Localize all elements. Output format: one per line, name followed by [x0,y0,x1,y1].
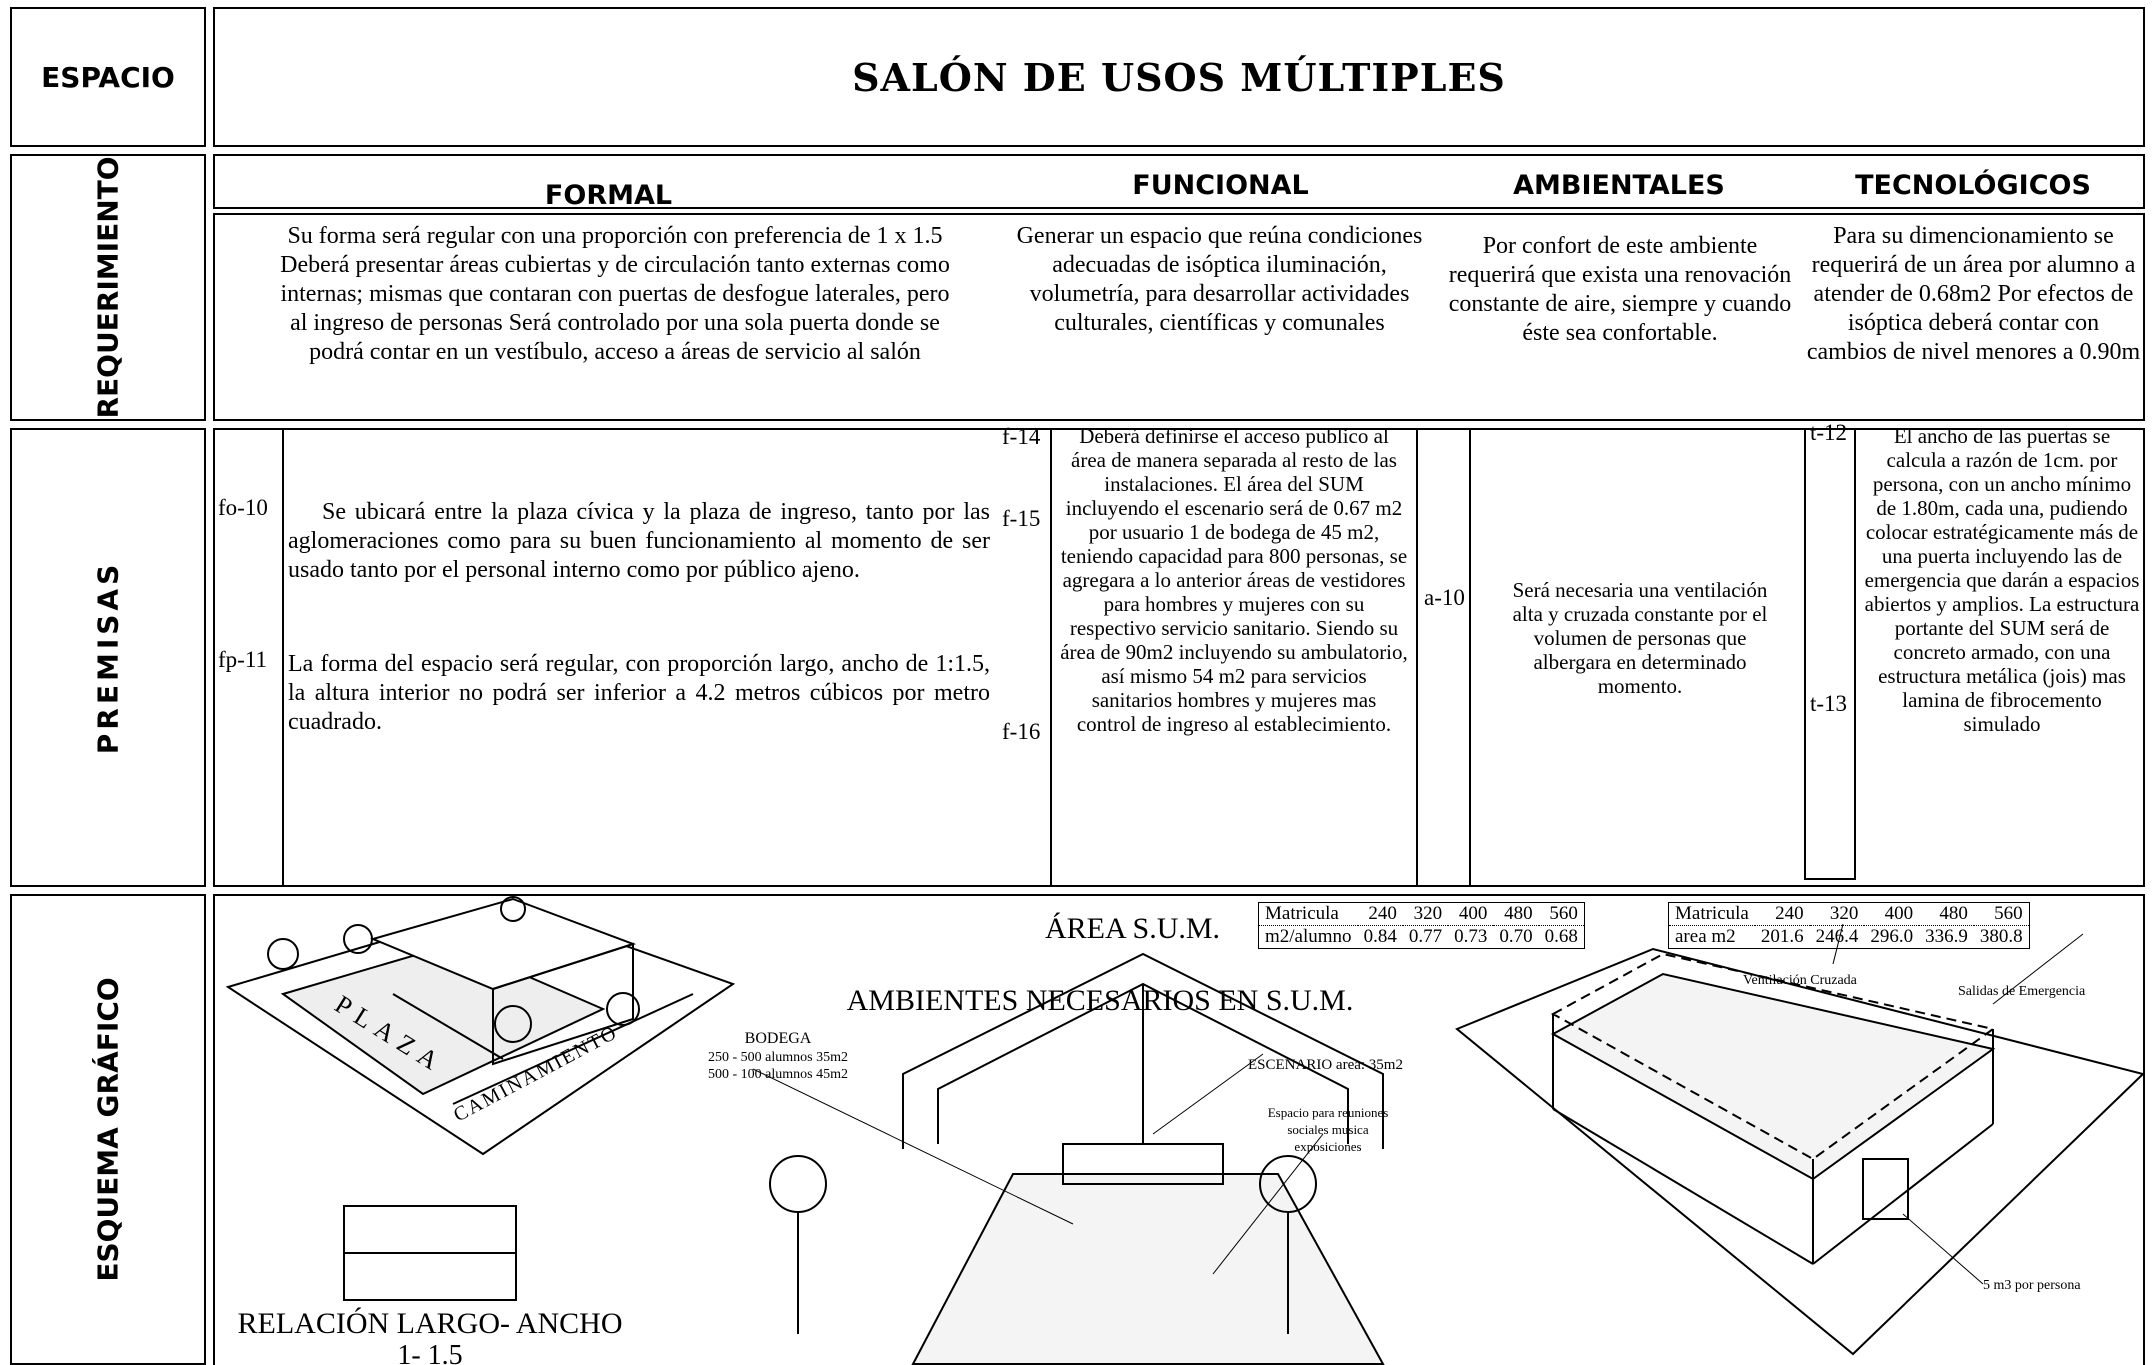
area-title: ÁREA S.U.M. [1045,912,1221,945]
table-cell: 240 [1357,902,1403,926]
proporcion-label: 1- 1.5 [397,1340,462,1365]
prem-text: La forma del espacio será regular, con p… [288,651,990,735]
esq-area [213,894,2145,1365]
prem-label: PREMISAS [91,560,125,755]
table-cell: area m2 [1668,925,1755,949]
relacion-label: RELACIÓN LARGO- ANCHO [238,1307,623,1340]
reuniones-box: Espacio para reuniones sociales musica e… [1267,1105,1389,1154]
table-row: m2/alumno 0.84 0.77 0.73 0.70 0.68 [1258,925,1585,949]
table-cell: 480 [1919,902,1974,926]
table-cell: 320 [1402,902,1449,926]
code: fp-11 [218,647,267,672]
bodega-detail: 250 - 500 alumnos 35m2 [708,1050,848,1065]
col-line [1416,428,1471,887]
req-header-row [213,154,2145,209]
table-area: Matricula 240 320 400 480 560 area m2 201.6 246.… [1668,902,2030,949]
table-cell: 320 [1809,902,1865,926]
code: a-10 [1424,585,1465,610]
reuniones-label: Espacio para reuniones sociales musica e… [1267,1105,1389,1154]
table-cell: 560 [1538,902,1585,926]
bodega-detail: 500 - 100 alumnos 45m2 [708,1067,848,1082]
prem-row [213,428,2145,887]
table-cell: 246.4 [1809,925,1865,949]
espacio-cell: ESPACIO [10,7,206,147]
salidas-label: Salidas de Emergencia [1958,984,2086,999]
table-cell: Matricula [1258,902,1358,926]
req-header: TECNOLÓGICOS [1855,170,2091,201]
req-cell: REQUERIMIENTO [10,154,206,421]
table-cell: 380.8 [1973,925,2030,949]
table-m2-alumno: Matricula 240 320 400 480 560 m2/alumno 0.84 0.7… [1258,902,1585,949]
code: f-16 [1002,719,1041,744]
table-cell: 296.0 [1864,925,1920,949]
table-cell: 0.73 [1448,925,1494,949]
table-row: Matricula 240 320 400 480 560 [1668,902,2030,926]
ventilacion-label: Ventilación Cruzada [1743,973,1858,988]
title: SALÓN DE USOS MÚLTIPLES [852,54,1506,100]
prem-text: Deberá definirse el acceso publico al ár… [1060,424,1408,736]
prem-text: Se ubicará entre la plaza cívica y la pl… [288,498,990,585]
col-line [997,428,1052,887]
col-line [1804,428,1856,880]
req-header: AMBIENTALES [1513,170,1725,201]
req-header: FORMAL [544,180,673,211]
esq-cell: ESQUEMA GRÁFICO [10,894,206,1365]
req-text: Generar un espacio que reúna condiciones… [1016,223,1423,336]
table-cell: 201.6 [1754,925,1810,949]
code: t-12 [1810,420,1848,445]
table-cell: 400 [1864,902,1920,926]
table-cell: 240 [1754,902,1810,926]
table-cell: Matricula [1668,902,1755,926]
sketches: PLAZA CAMINAMIENTO RELACIÓN LARGO- ANCHO… [225,896,2145,1365]
esq-label: ESQUEMA GRÁFICO [91,977,125,1282]
code: f-15 [1002,506,1041,531]
table-cell: 0.70 [1493,925,1539,949]
prem-text-span: Se ubicará entre la plaza cívica y la pl… [288,499,990,583]
prem-text: El ancho de las puertas se calcula a raz… [1864,424,2140,736]
ambientes-title: AMBIENTES NECESARIOS EN S.U.M. [847,984,1354,1017]
title-cell: SALÓN DE USOS MÚLTIPLES [213,7,2145,147]
prem-cell: PREMISAS [10,428,206,887]
code: fo-10 [218,495,268,520]
volumen-label: 5 m3 por persona [1983,1278,2081,1293]
table-cell: 0.68 [1538,925,1585,949]
table-cell: 336.9 [1919,925,1974,949]
espacio-label: ESPACIO [41,60,175,94]
req-label: REQUERIMIENTO [91,156,125,419]
table-row: area m2 201.6 246.4 296.0 336.9 380.8 [1668,925,2030,949]
table-cell: 480 [1493,902,1539,926]
escenario-label: ESCENARIO area: 35m2 [1248,1057,1403,1073]
table-cell: 400 [1448,902,1494,926]
table-cell: 0.77 [1402,925,1449,949]
code: t-13 [1810,691,1848,716]
prem-text: Será necesaria una ventilación alta y cr… [1512,578,1768,698]
req-header: FUNCIONAL [1132,170,1309,201]
req-text-row [213,213,2145,421]
table-row: Matricula 240 320 400 480 560 [1258,902,1585,926]
bodega-label: BODEGA [745,1030,812,1047]
req-text: Por confort de este ambiente requerirá q… [1448,233,1792,346]
table-cell: 0.84 [1357,925,1403,949]
req-text: Para su dimencionamiento se requerirá de… [1806,223,2141,365]
req-text: Su forma será regular con una proporción… [280,223,950,365]
table-cell: 560 [1973,902,2030,926]
code: f-14 [1002,424,1041,449]
table-cell: m2/alumno [1258,925,1358,949]
